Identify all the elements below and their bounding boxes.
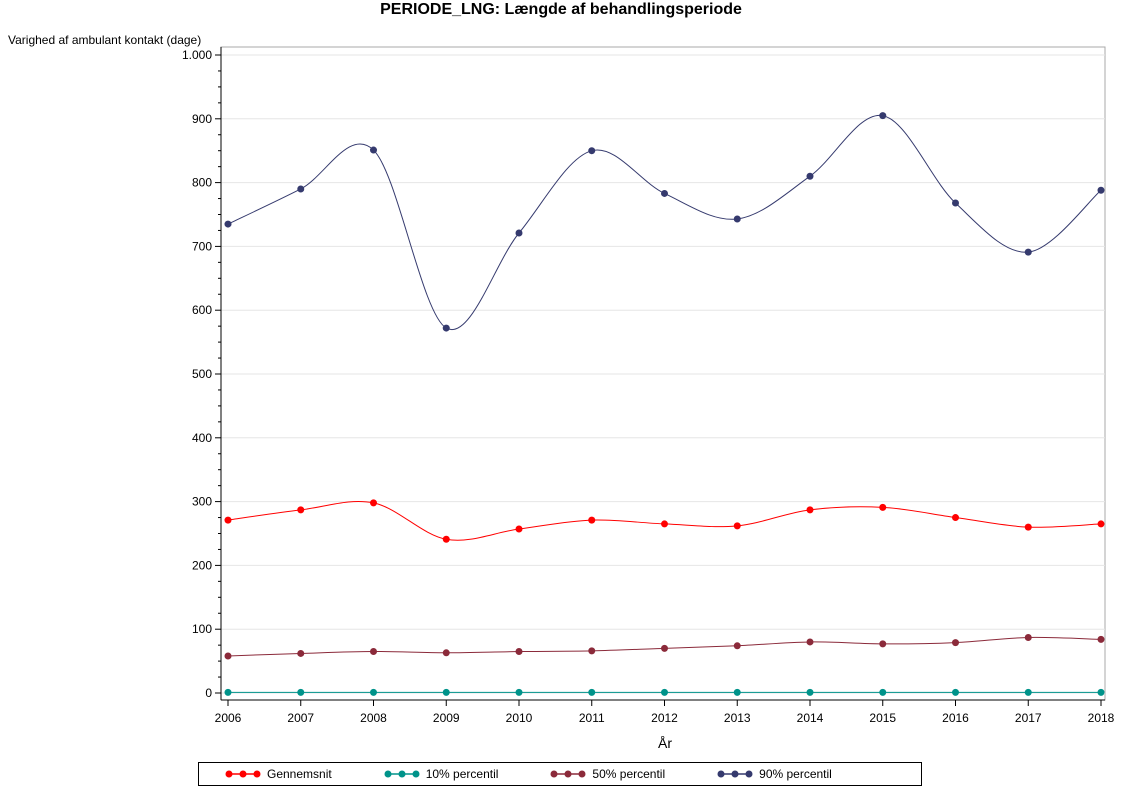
legend-item: 90% percentil bbox=[717, 767, 832, 781]
data-point bbox=[588, 688, 596, 696]
series-points bbox=[224, 112, 1105, 696]
data-point bbox=[297, 506, 305, 514]
data-point bbox=[515, 525, 523, 533]
data-point bbox=[515, 648, 523, 656]
data-point bbox=[661, 189, 668, 197]
data-point bbox=[879, 640, 887, 648]
y-tick-label: 300 bbox=[192, 495, 212, 509]
data-point bbox=[588, 147, 596, 155]
x-tick-label: 2013 bbox=[724, 711, 751, 725]
grid-lines bbox=[221, 54, 1105, 694]
data-point bbox=[952, 199, 959, 207]
legend: Gennemsnit 10% percentil 50% percentil 90% … bbox=[198, 762, 922, 786]
data-point bbox=[588, 647, 596, 655]
data-point bbox=[661, 520, 668, 528]
data-point bbox=[297, 649, 305, 657]
data-point bbox=[661, 644, 668, 652]
data-point bbox=[952, 688, 959, 696]
data-point bbox=[1097, 520, 1105, 528]
legend-label: 90% percentil bbox=[759, 767, 832, 781]
data-point bbox=[879, 112, 887, 120]
data-point bbox=[879, 688, 887, 696]
data-point bbox=[370, 499, 377, 507]
data-point bbox=[733, 522, 741, 530]
data-point bbox=[806, 688, 814, 696]
data-point bbox=[442, 324, 450, 332]
x-tick-label: 2008 bbox=[360, 711, 387, 725]
data-point bbox=[952, 639, 959, 647]
x-tick-label: 2014 bbox=[797, 711, 824, 725]
data-point bbox=[515, 229, 523, 237]
x-tick-label: 2011 bbox=[579, 711, 605, 725]
data-point bbox=[224, 516, 232, 524]
data-point bbox=[224, 688, 232, 696]
y-tick-label: 100 bbox=[192, 622, 212, 636]
y-tick-label: 400 bbox=[192, 431, 212, 445]
data-point bbox=[806, 172, 814, 180]
data-point bbox=[806, 638, 814, 646]
legend-label: 10% percentil bbox=[425, 767, 499, 781]
data-point bbox=[1097, 635, 1105, 643]
y-tick-label: 800 bbox=[192, 176, 212, 190]
legend-item: 10% percentil bbox=[384, 767, 499, 781]
data-point bbox=[1024, 688, 1032, 696]
data-point bbox=[370, 688, 377, 696]
legend-swatch bbox=[225, 770, 261, 778]
data-point bbox=[224, 220, 232, 228]
legend-label: Gennemsnit bbox=[267, 767, 332, 781]
data-point bbox=[1024, 633, 1032, 641]
data-point bbox=[952, 514, 959, 522]
data-point bbox=[442, 649, 450, 657]
legend-label: 50% percentil bbox=[592, 767, 666, 781]
data-point bbox=[733, 688, 741, 696]
x-axis: 2006 2007 2008 2009 2010 2011 2012 2013 2014 2015… bbox=[215, 699, 1115, 725]
x-tick-label: 2018 bbox=[1088, 711, 1115, 725]
data-point bbox=[224, 652, 232, 660]
x-tick-label: 2009 bbox=[433, 711, 460, 725]
data-point bbox=[806, 506, 814, 514]
y-tick-label: 1.000 bbox=[182, 48, 212, 62]
data-point bbox=[661, 688, 668, 696]
y-tick-label: 700 bbox=[192, 239, 212, 253]
x-tick-label: 2012 bbox=[651, 711, 678, 725]
x-tick-label: 2017 bbox=[1015, 711, 1042, 725]
data-point bbox=[515, 688, 523, 696]
data-point bbox=[1097, 186, 1105, 194]
data-point bbox=[733, 642, 741, 650]
data-point bbox=[1024, 248, 1032, 256]
y-tick-label: 500 bbox=[192, 367, 212, 381]
legend-swatch bbox=[550, 770, 586, 778]
data-point bbox=[370, 146, 377, 154]
y-tick-label: 600 bbox=[192, 303, 212, 317]
y-tick-label: 200 bbox=[192, 558, 212, 572]
data-point bbox=[588, 516, 596, 524]
y-tick-label: 900 bbox=[192, 112, 212, 126]
data-point bbox=[297, 688, 305, 696]
x-tick-label: 2015 bbox=[869, 711, 896, 725]
y-axis: 0 100 200 300 400 500 600 700 800 900 1.000 bbox=[182, 47, 222, 700]
data-point bbox=[733, 215, 741, 223]
x-tick-label: 2006 bbox=[215, 711, 242, 725]
x-tick-label: 2016 bbox=[942, 711, 969, 725]
data-point bbox=[1097, 688, 1105, 696]
data-point bbox=[297, 185, 305, 193]
legend-item: 50% percentil bbox=[550, 767, 665, 781]
data-point bbox=[442, 535, 450, 543]
legend-item: Gennemsnit bbox=[225, 767, 332, 781]
data-point bbox=[442, 688, 450, 696]
data-point bbox=[1024, 523, 1032, 531]
chart-title: PERIODE_LNG: Længde af behandlingsperiod… bbox=[380, 1, 742, 18]
x-axis-label: År bbox=[658, 735, 672, 751]
x-tick-label: 2010 bbox=[506, 711, 533, 725]
legend-swatch bbox=[717, 770, 753, 778]
y-tick-label: 0 bbox=[205, 686, 212, 700]
y-axis-label: Varighed af ambulant kontakt (dage) bbox=[8, 33, 202, 47]
data-point bbox=[370, 648, 377, 656]
legend-swatch bbox=[384, 770, 420, 778]
x-tick-label: 2007 bbox=[287, 711, 314, 725]
data-point bbox=[879, 503, 887, 511]
